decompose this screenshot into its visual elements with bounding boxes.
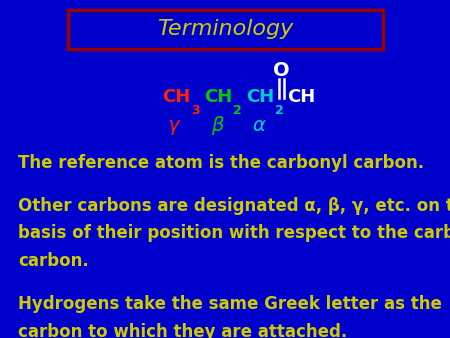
Text: CH: CH	[204, 89, 232, 106]
Text: carbon.: carbon.	[18, 252, 89, 270]
Text: β: β	[211, 116, 223, 135]
Text: CH: CH	[246, 89, 274, 106]
Text: CH: CH	[288, 89, 316, 106]
Text: CH: CH	[162, 89, 190, 106]
Text: carbon to which they are attached.: carbon to which they are attached.	[18, 323, 347, 338]
Text: Other carbons are designated α, β, γ, etc. on the: Other carbons are designated α, β, γ, et…	[18, 197, 450, 215]
Text: 2: 2	[275, 104, 284, 117]
FancyBboxPatch shape	[68, 10, 382, 49]
Text: γ: γ	[168, 116, 180, 135]
Text: 3: 3	[191, 104, 200, 117]
Text: O: O	[273, 62, 289, 80]
Text: basis of their position with respect to the carbonyl: basis of their position with respect to …	[18, 224, 450, 242]
Text: 2: 2	[233, 104, 242, 117]
Text: α: α	[252, 116, 266, 135]
Text: Hydrogens take the same Greek letter as the: Hydrogens take the same Greek letter as …	[18, 295, 442, 313]
Text: The reference atom is the carbonyl carbon.: The reference atom is the carbonyl carbo…	[18, 154, 424, 172]
Text: Terminology: Terminology	[157, 19, 293, 39]
